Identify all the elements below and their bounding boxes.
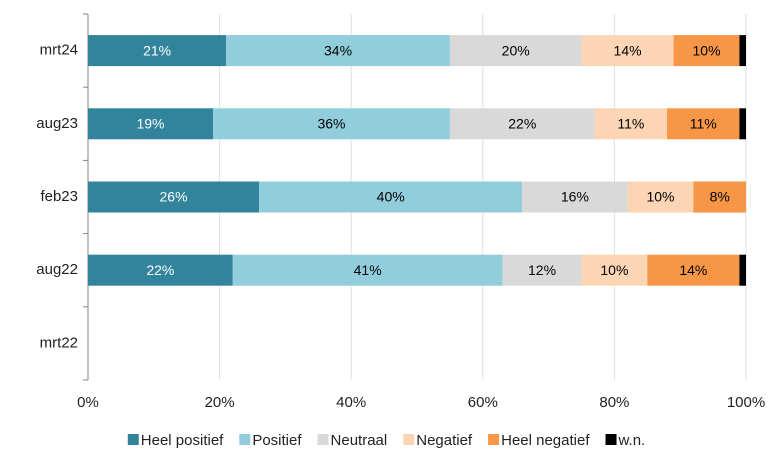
legend-label: Neutraal [331, 432, 388, 449]
legend-label: Heel positief [141, 432, 224, 449]
bar-segment [581, 35, 674, 67]
legend-swatch [127, 434, 139, 445]
data-label: 10% [600, 262, 628, 278]
bar-segment [739, 254, 746, 286]
bar-segment [594, 108, 668, 140]
data-label: 8% [710, 189, 730, 205]
x-tick-label: 20% [205, 394, 235, 411]
data-label: 14% [679, 262, 707, 278]
legend-swatch [488, 434, 500, 445]
legend-label: w.n. [618, 432, 646, 449]
y-tick-label: mrt22 [40, 334, 78, 351]
x-tick-label: 0% [77, 394, 99, 411]
bar-segment [213, 108, 450, 140]
bar-segment [739, 35, 746, 67]
x-tick-label: 40% [336, 394, 366, 411]
legend-label: Negatief [416, 432, 473, 449]
legend-swatch [239, 434, 251, 445]
bar-segment [232, 254, 503, 286]
data-label: 10% [646, 189, 674, 205]
bar-segment [522, 181, 628, 213]
bar-segment [673, 35, 740, 67]
x-tick-label: 60% [468, 394, 498, 411]
x-tick-label: 100% [727, 394, 765, 411]
bar-segment [449, 35, 582, 67]
bar-segment [88, 35, 227, 67]
data-label: 10% [693, 42, 721, 58]
bar-segment [449, 108, 595, 140]
legend-label: Positief [252, 432, 302, 449]
bar-segment [259, 181, 523, 213]
y-tick-label: mrt24 [40, 42, 78, 59]
y-tick-label: aug22 [36, 261, 78, 278]
data-label: 14% [614, 42, 642, 58]
data-label: 34% [324, 42, 352, 58]
data-label: 41% [354, 262, 382, 278]
bar-segment [226, 35, 450, 67]
data-label: 16% [561, 189, 589, 205]
bar-segment [647, 254, 740, 286]
data-label: 22% [146, 262, 174, 278]
data-label: 36% [317, 116, 345, 132]
bar-segment [739, 108, 746, 140]
data-label: 12% [528, 262, 556, 278]
x-tick-label: 80% [599, 394, 629, 411]
legend-swatch [605, 434, 617, 445]
data-label: 26% [160, 189, 188, 205]
bar-segment [88, 181, 260, 213]
bar-segment [693, 181, 746, 213]
bar-segment [88, 108, 214, 140]
bar-segment [502, 254, 582, 286]
data-label: 20% [502, 42, 530, 58]
data-label: 21% [143, 42, 171, 58]
y-tick-label: aug23 [36, 115, 78, 132]
data-label: 11% [617, 116, 644, 132]
legend-swatch [403, 434, 415, 445]
data-label: 11% [690, 116, 717, 132]
data-label: 19% [136, 116, 164, 132]
data-label: 22% [508, 116, 536, 132]
legend-label: Heel negatief [501, 432, 590, 449]
bar-segment [88, 254, 233, 286]
y-tick-label: feb23 [40, 188, 78, 205]
data-label: 40% [377, 189, 405, 205]
bar-segment [627, 181, 694, 213]
bar-segment [581, 254, 648, 286]
legend-swatch [317, 434, 329, 445]
bar-segment [667, 108, 740, 140]
